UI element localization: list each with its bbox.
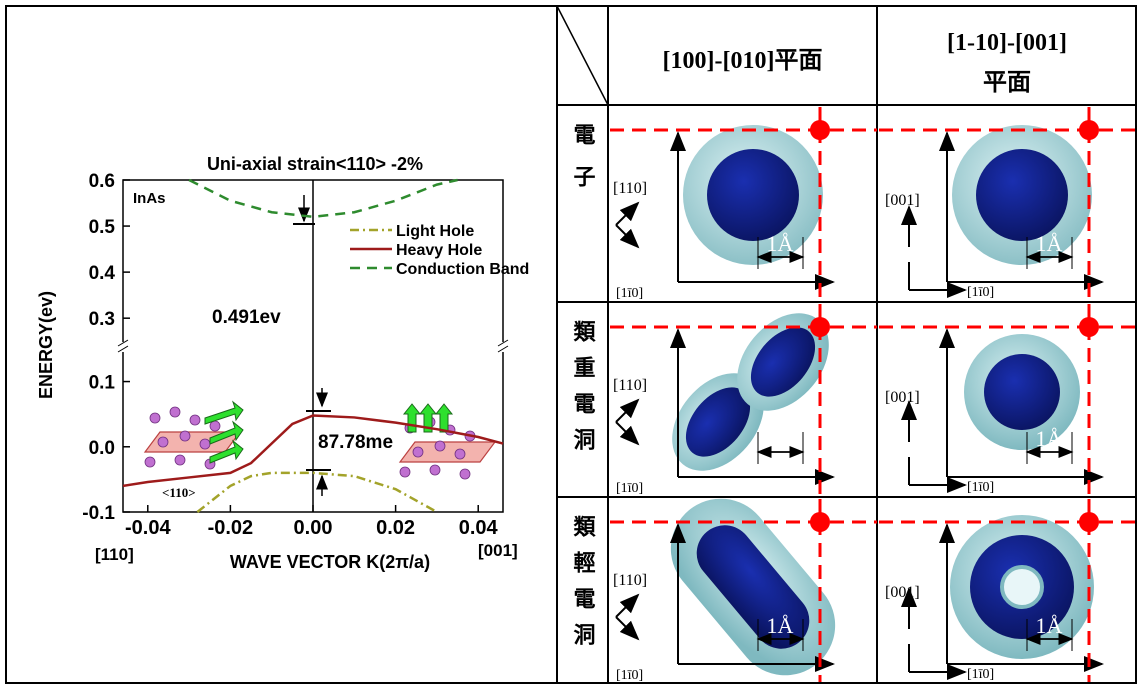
- hole: [1002, 567, 1042, 607]
- y-tick-label: -0.1: [82, 503, 115, 524]
- atom: [400, 467, 410, 477]
- annotation: 87.78me: [318, 432, 393, 453]
- column-header: [1-10]-[001]: [947, 30, 1067, 56]
- axis-label: [001]: [885, 389, 920, 406]
- axis-label: [001]: [885, 192, 920, 209]
- axis-label: [1ī0]: [616, 481, 643, 496]
- scale-label: 1Å: [1036, 426, 1063, 451]
- axis-arrow: [616, 203, 638, 225]
- atom: [413, 447, 423, 457]
- scale-label: 1Å: [1036, 231, 1063, 256]
- cell-diagram: 1Å: [610, 107, 877, 300]
- red-dot: [810, 317, 830, 337]
- y-tick-label: 0.5: [89, 217, 116, 238]
- axis-arrow: [616, 595, 638, 617]
- atom: [460, 469, 470, 479]
- legend-label: Conduction Band: [396, 261, 529, 278]
- axis-label: [110]: [613, 180, 647, 197]
- green-arrow: [205, 402, 243, 424]
- atom: [435, 441, 445, 451]
- scale-label: 1Å: [767, 231, 794, 256]
- series-line: [189, 180, 457, 217]
- axis-label: [110]: [613, 572, 647, 589]
- atom: [170, 407, 180, 417]
- y-tick-label: 0.0: [89, 438, 115, 459]
- corner-diagonal: [557, 6, 608, 105]
- y-tick-label: 0.1: [89, 373, 116, 394]
- y-tick-label: 0.4: [89, 263, 116, 284]
- inner-orbital: [984, 354, 1060, 430]
- axis-arrow: [616, 225, 638, 247]
- inner-orbital: [707, 149, 799, 241]
- scale-label: 1Å: [1036, 613, 1063, 638]
- atom: [158, 437, 168, 447]
- x-end-label: [001]: [478, 541, 518, 560]
- axis-label: [1ī0]: [967, 667, 994, 682]
- legend-label: Heavy Hole: [396, 242, 482, 259]
- cell-diagram: 1Å: [610, 478, 877, 684]
- atom: [190, 415, 200, 425]
- x-tick-label: -0.02: [208, 517, 254, 539]
- x-axis-label: WAVE VECTOR K(2π/a): [230, 552, 430, 572]
- chart: -0.1 0.0 0.1 0.3 0.4 0.5 0.6 -0.04 -0.02 0.00 0.02…: [36, 154, 529, 572]
- axis-arrow: [616, 400, 638, 422]
- red-dot: [810, 120, 830, 140]
- axis-label: [1ī0]: [967, 480, 994, 495]
- chart-title: Uni-axial strain<110> -2%: [207, 154, 423, 174]
- axis-label: [001]: [885, 584, 920, 601]
- column-header: 平面: [983, 70, 1031, 96]
- atom: [200, 439, 210, 449]
- x-tick-label: -0.04: [125, 517, 171, 539]
- atom: [210, 421, 220, 431]
- atom: [455, 449, 465, 459]
- red-dot: [810, 512, 830, 532]
- column-header: [100]-[010]平面: [663, 48, 823, 74]
- series-line: [197, 473, 437, 512]
- x-tick-label: 0.02: [376, 517, 415, 539]
- y-tick-label: 0.6: [89, 171, 115, 192]
- red-dot: [1079, 317, 1099, 337]
- atom: [150, 413, 160, 423]
- legend-label: Light Hole: [396, 223, 474, 240]
- scale-label: 1Å: [767, 613, 794, 638]
- atom: [430, 465, 440, 475]
- atom: [180, 431, 190, 441]
- x-tick-label: 0.04: [459, 517, 499, 539]
- red-dot: [1079, 120, 1099, 140]
- atom: [145, 457, 155, 467]
- row-label: 類輕電洞: [571, 515, 596, 659]
- y-axis-label: ENERGY(ev): [36, 291, 56, 399]
- axis-label: [1ī0]: [616, 286, 643, 301]
- figure: -0.1 0.0 0.1 0.3 0.4 0.5 0.6 -0.04 -0.02 0.00 0.02…: [0, 0, 1137, 684]
- axis-label: [1ī0]: [967, 285, 994, 300]
- row-label: 類重電洞: [571, 320, 596, 464]
- annotation: <110>: [162, 485, 196, 500]
- cell-diagram: 1Å: [610, 295, 877, 495]
- inner-orbital: [976, 149, 1068, 241]
- x-end-label: [110]: [95, 545, 134, 564]
- axis-label: [110]: [613, 377, 647, 394]
- annotation: InAs: [133, 190, 166, 207]
- axis-label: [1ī0]: [616, 668, 643, 683]
- axis-arrow: [616, 617, 638, 639]
- red-dot: [1079, 512, 1099, 532]
- atom: [175, 455, 185, 465]
- row-label: 電子: [571, 123, 596, 207]
- y-tick-label: 0.3: [89, 309, 115, 330]
- x-tick-label: 0.00: [294, 517, 333, 539]
- annotation: 0.491ev: [212, 307, 281, 328]
- scale-label: 1Å: [767, 426, 794, 451]
- axis-arrow: [616, 422, 638, 444]
